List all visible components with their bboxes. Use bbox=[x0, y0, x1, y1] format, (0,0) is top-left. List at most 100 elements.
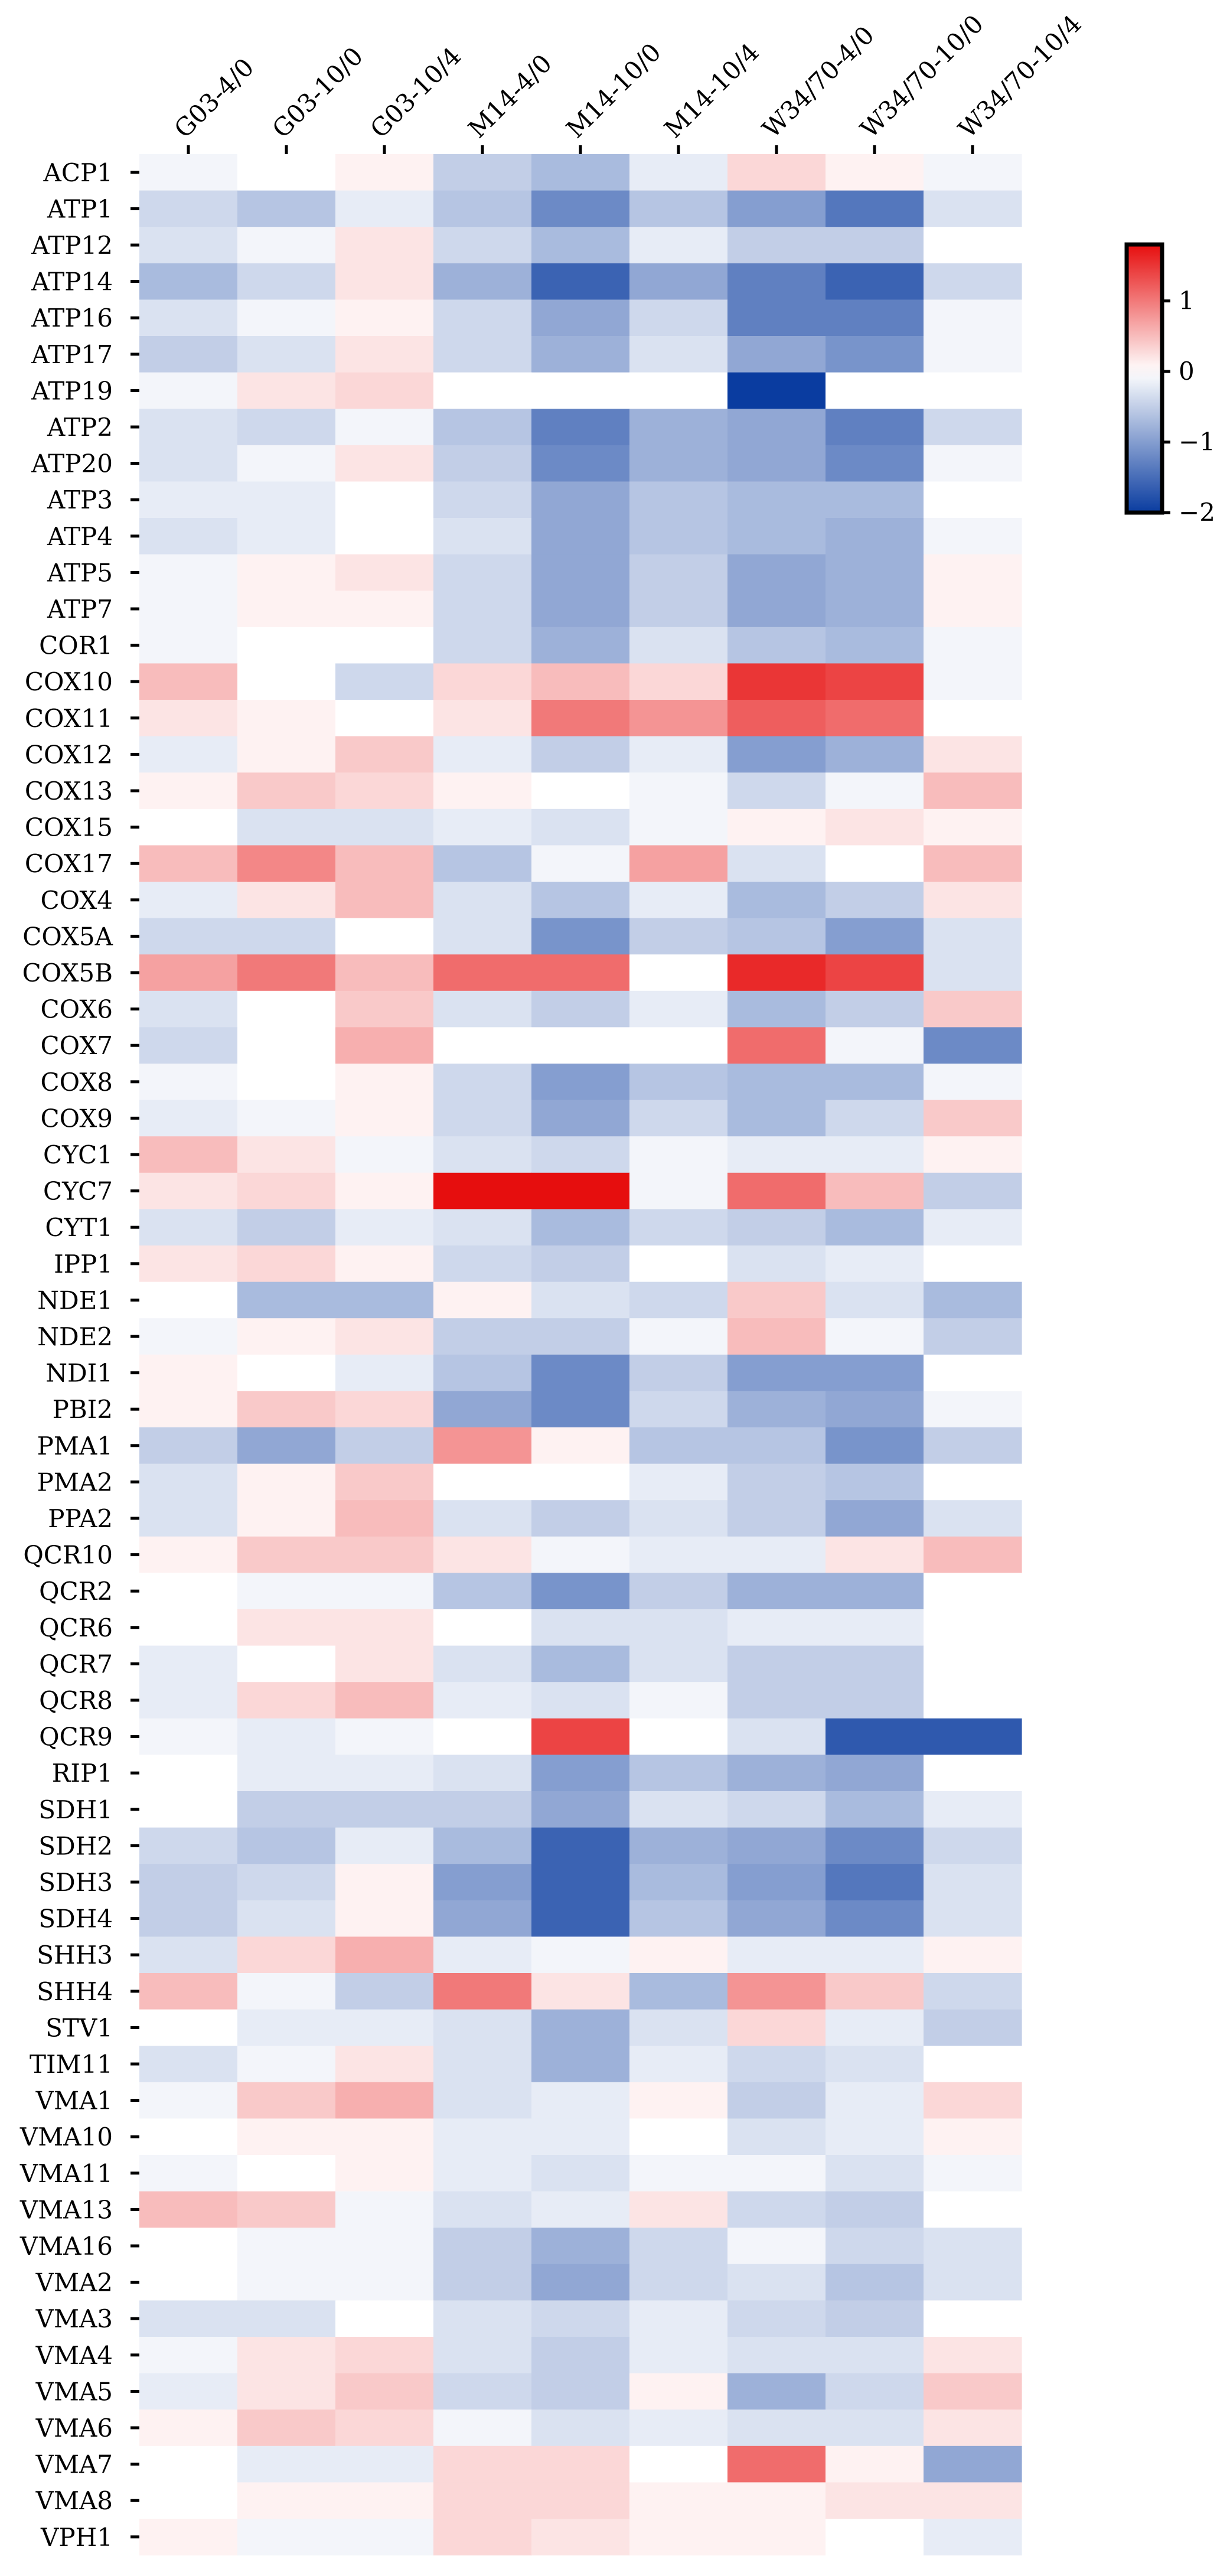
heatmap-cell bbox=[629, 808, 728, 846]
heatmap-cell bbox=[531, 1573, 630, 1610]
heatmap-cell bbox=[727, 2191, 826, 2228]
row-label: VMA7 bbox=[35, 2450, 113, 2479]
heatmap-cell bbox=[237, 1900, 336, 1937]
heatmap-cell bbox=[924, 2264, 1022, 2301]
heatmap-cell bbox=[629, 1354, 728, 1391]
heatmap-cell bbox=[433, 1791, 532, 1828]
heatmap-cell bbox=[924, 591, 1022, 628]
heatmap-cell bbox=[629, 1100, 728, 1137]
heatmap-cell bbox=[826, 591, 924, 628]
heatmap-cell bbox=[727, 263, 826, 300]
heatmap-cell bbox=[727, 736, 826, 773]
row-label: COX12 bbox=[25, 740, 113, 769]
heatmap-cell bbox=[237, 1718, 336, 1755]
heatmap-cell bbox=[531, 2373, 630, 2410]
heatmap-cell bbox=[531, 1463, 630, 1501]
row-label: ATP5 bbox=[47, 558, 113, 587]
heatmap-cell bbox=[531, 2264, 630, 2301]
heatmap-cell bbox=[629, 1136, 728, 1173]
row-label: ATP7 bbox=[47, 595, 113, 624]
column-label: G03-10/0 bbox=[266, 41, 368, 144]
heatmap-cell bbox=[139, 2155, 238, 2192]
heatmap-cell bbox=[531, 1282, 630, 1319]
heatmap-cell bbox=[629, 1609, 728, 1646]
heatmap-cell bbox=[531, 845, 630, 882]
heatmap-cell bbox=[139, 1864, 238, 1901]
heatmap-cell bbox=[433, 918, 532, 955]
heatmap-cell bbox=[433, 2519, 532, 2556]
heatmap-cell bbox=[924, 336, 1022, 373]
heatmap-cell bbox=[826, 1755, 924, 1792]
heatmap-cell bbox=[727, 1682, 826, 1719]
heatmap-cell bbox=[237, 882, 336, 919]
heatmap-cell bbox=[924, 1609, 1022, 1646]
heatmap-cell bbox=[924, 1318, 1022, 1355]
heatmap-cell bbox=[237, 481, 336, 519]
heatmap-cell bbox=[335, 372, 434, 409]
heatmap-cell bbox=[433, 1718, 532, 1755]
heatmap-cell bbox=[727, 2082, 826, 2119]
row-label: VMA5 bbox=[35, 2377, 113, 2406]
row-label: CYC7 bbox=[43, 1177, 113, 1206]
heatmap-cell bbox=[826, 700, 924, 737]
heatmap-cell bbox=[335, 1282, 434, 1319]
heatmap-cell bbox=[629, 1027, 728, 1064]
heatmap-cell bbox=[727, 1427, 826, 1465]
heatmap-cell bbox=[335, 990, 434, 1028]
heatmap-cell bbox=[335, 736, 434, 773]
heatmap-cell bbox=[139, 518, 238, 555]
heatmap-cell bbox=[826, 263, 924, 300]
row-label: VMA13 bbox=[19, 2195, 113, 2224]
heatmap-cell bbox=[335, 1936, 434, 1974]
heatmap-cell bbox=[237, 2409, 336, 2447]
heatmap-cell bbox=[924, 1573, 1022, 1610]
heatmap-cell bbox=[629, 2445, 728, 2483]
heatmap-cell bbox=[531, 808, 630, 846]
heatmap-cell bbox=[924, 2373, 1022, 2410]
heatmap-cell bbox=[727, 1718, 826, 1755]
heatmap-cell bbox=[433, 1427, 532, 1465]
heatmap-cell bbox=[237, 1827, 336, 1864]
row-label: ATP14 bbox=[31, 268, 113, 296]
heatmap-cell bbox=[727, 409, 826, 446]
heatmap-cell bbox=[531, 518, 630, 555]
heatmap-cell bbox=[237, 2300, 336, 2337]
heatmap-cell bbox=[629, 736, 728, 773]
heatmap-cell bbox=[826, 299, 924, 337]
heatmap-cell bbox=[826, 2300, 924, 2337]
heatmap-cell bbox=[924, 1354, 1022, 1391]
heatmap-cell bbox=[531, 1318, 630, 1355]
heatmap-cell bbox=[727, 372, 826, 409]
heatmap-cell bbox=[237, 1245, 336, 1283]
heatmap-cell bbox=[335, 2009, 434, 2046]
heatmap-cell bbox=[826, 845, 924, 882]
heatmap-cell bbox=[139, 591, 238, 628]
heatmap-cell bbox=[924, 1463, 1022, 1501]
row-label: COX9 bbox=[41, 1104, 113, 1133]
heatmap-cell bbox=[531, 918, 630, 955]
heatmap-cell bbox=[924, 1864, 1022, 1901]
heatmap-cell bbox=[924, 808, 1022, 846]
heatmap-cell bbox=[335, 2373, 434, 2410]
heatmap-cell bbox=[139, 1500, 238, 1537]
heatmap-cell bbox=[924, 2228, 1022, 2265]
heatmap-cell bbox=[237, 1791, 336, 1828]
heatmap-cell bbox=[826, 2191, 924, 2228]
heatmap-cell bbox=[335, 954, 434, 992]
heatmap-cell bbox=[335, 808, 434, 846]
heatmap-cell bbox=[237, 772, 336, 810]
heatmap-cell bbox=[433, 736, 532, 773]
heatmap-cell bbox=[531, 627, 630, 664]
heatmap-cell bbox=[433, 2482, 532, 2519]
heatmap-cell bbox=[826, 1973, 924, 2010]
heatmap-cell bbox=[237, 1064, 336, 1101]
heatmap-cell bbox=[139, 336, 238, 373]
heatmap-cell bbox=[924, 1027, 1022, 1064]
heatmap-cell bbox=[433, 882, 532, 919]
row-label: ATP3 bbox=[47, 485, 113, 514]
heatmap-cell bbox=[826, 445, 924, 482]
heatmap-cell bbox=[629, 190, 728, 227]
row-label: RIP1 bbox=[52, 1759, 113, 1788]
heatmap-cell bbox=[433, 2009, 532, 2046]
